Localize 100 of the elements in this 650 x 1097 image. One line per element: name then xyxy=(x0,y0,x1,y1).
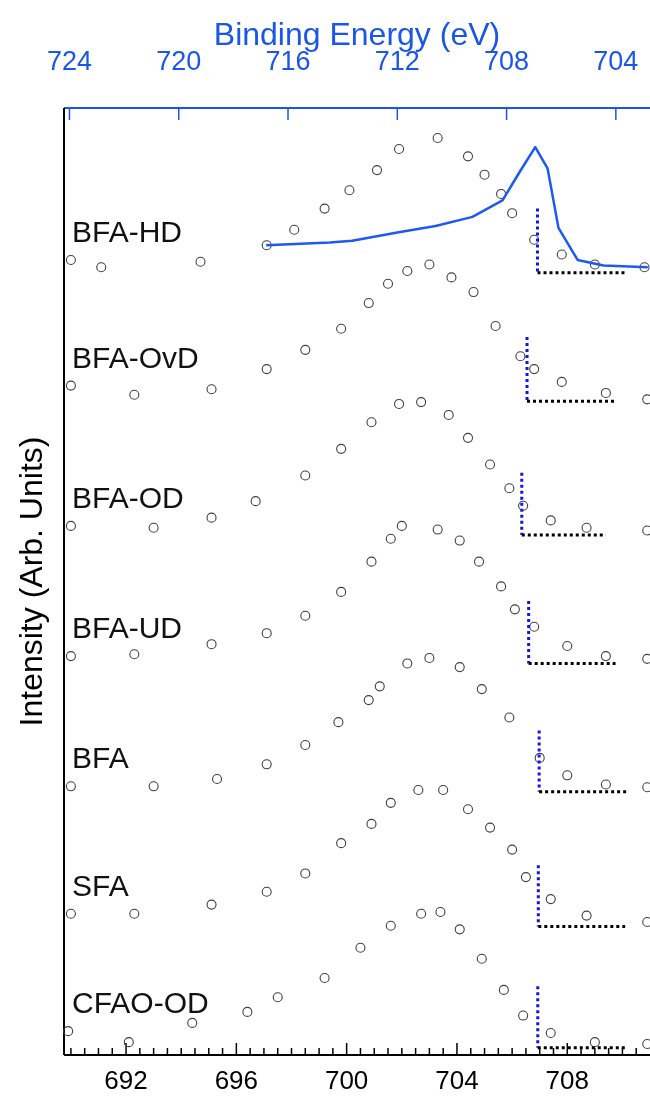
point xyxy=(515,351,526,362)
series-label: BFA-UD xyxy=(72,611,183,645)
point xyxy=(462,804,474,815)
point xyxy=(261,240,272,251)
point xyxy=(498,984,509,995)
point xyxy=(589,259,600,270)
point xyxy=(261,759,272,770)
point xyxy=(520,872,531,883)
point xyxy=(402,658,413,669)
point xyxy=(195,256,206,267)
point xyxy=(476,953,487,964)
point xyxy=(518,1010,529,1021)
point xyxy=(289,224,300,235)
point xyxy=(589,1037,600,1048)
point xyxy=(600,387,611,398)
point xyxy=(65,908,76,919)
point xyxy=(261,364,272,375)
point xyxy=(336,443,347,454)
point xyxy=(394,398,405,409)
point xyxy=(187,1017,198,1028)
point xyxy=(148,781,159,792)
point xyxy=(96,262,107,273)
series-label: BFA-HD xyxy=(72,214,183,248)
point xyxy=(507,844,518,855)
point xyxy=(454,924,465,935)
x-tick-label: 696 xyxy=(214,1065,259,1095)
point xyxy=(336,586,347,597)
point xyxy=(206,639,217,650)
series-label: BFA-OvD xyxy=(72,340,199,374)
point xyxy=(385,920,396,931)
series-label: CFAO-OD xyxy=(72,986,209,1020)
point xyxy=(366,556,377,567)
point xyxy=(336,838,347,849)
point xyxy=(496,188,507,199)
point xyxy=(250,496,261,507)
point xyxy=(424,259,435,270)
point xyxy=(507,208,518,219)
point xyxy=(319,972,330,984)
point xyxy=(435,906,446,917)
point xyxy=(639,262,650,273)
series-label: BFA-OD xyxy=(72,480,184,514)
point xyxy=(556,249,567,260)
point xyxy=(206,384,217,395)
series-label: BFA xyxy=(72,741,129,775)
point xyxy=(65,254,76,266)
point xyxy=(394,143,405,155)
point xyxy=(129,649,140,660)
point xyxy=(272,992,283,1003)
x-tick-label: 700 xyxy=(324,1065,369,1095)
x-tick-label: 708 xyxy=(545,1065,589,1095)
point xyxy=(504,712,515,723)
point xyxy=(212,773,223,785)
point xyxy=(374,681,385,692)
point xyxy=(446,272,457,283)
x2-tick-label: 704 xyxy=(593,46,639,76)
point xyxy=(123,1037,134,1048)
point xyxy=(366,818,377,829)
point xyxy=(65,380,76,391)
point xyxy=(479,169,490,180)
point xyxy=(363,298,374,309)
point xyxy=(562,640,573,652)
point xyxy=(371,165,383,176)
point xyxy=(129,389,140,400)
point xyxy=(490,320,501,332)
point xyxy=(261,886,272,897)
point xyxy=(462,432,474,443)
point xyxy=(300,344,311,355)
point xyxy=(65,651,76,662)
point xyxy=(206,899,217,910)
point xyxy=(402,265,413,277)
point xyxy=(424,652,435,663)
y-axis-title: Intensity (Arb. Units) xyxy=(13,436,49,727)
point xyxy=(355,942,366,953)
point xyxy=(396,520,407,531)
point xyxy=(363,695,374,706)
point xyxy=(529,364,540,375)
point xyxy=(344,185,355,196)
x2-tick-label: 720 xyxy=(156,46,202,76)
point xyxy=(206,512,217,523)
point xyxy=(413,784,424,796)
point xyxy=(300,740,311,751)
point xyxy=(382,278,394,289)
point xyxy=(438,784,449,796)
point xyxy=(300,868,311,879)
point xyxy=(416,908,427,919)
point xyxy=(432,132,443,144)
point xyxy=(600,651,611,662)
point xyxy=(509,604,520,615)
point xyxy=(454,535,465,546)
point xyxy=(562,770,573,781)
point xyxy=(556,376,567,387)
point xyxy=(129,908,140,919)
point xyxy=(581,910,592,921)
point xyxy=(242,1006,253,1017)
point xyxy=(300,470,311,481)
point xyxy=(545,515,556,526)
point xyxy=(476,684,487,695)
point xyxy=(333,717,344,728)
point xyxy=(468,287,479,298)
point xyxy=(534,752,545,763)
